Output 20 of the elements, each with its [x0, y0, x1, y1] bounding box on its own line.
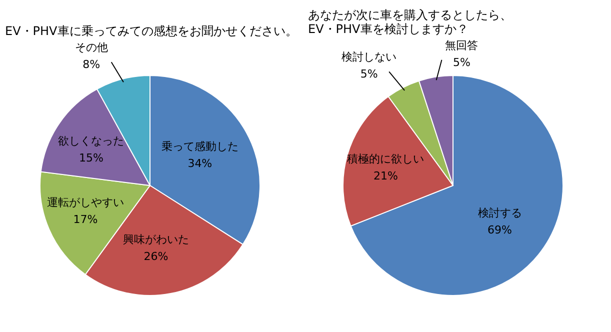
slice-label: 乗って感動した	[161, 140, 238, 153]
slice-label: 運転がしやすい	[46, 196, 124, 209]
slice-label: 欲しくなった	[58, 134, 124, 148]
slice-label: 検討しない	[342, 50, 397, 64]
data-label: 26%	[144, 250, 168, 264]
data-label: 5%	[453, 56, 470, 69]
data-label: 34%	[188, 156, 212, 170]
slice-label: 無回答	[445, 38, 478, 52]
slice-label: 積極的に欲しい	[347, 152, 424, 166]
data-label: 69%	[488, 223, 512, 236]
data-label: 15%	[79, 152, 104, 165]
data-label: 8%	[82, 58, 100, 72]
slice-label: その他	[74, 41, 108, 54]
slice-label: 興味がわいた	[122, 233, 189, 246]
chart-title: EV・PHV車に乗ってみての感想をお聞かせください。	[5, 24, 298, 38]
chart-title: あなたが次に車を購入するとしたら、 EV・PHV車を検討しますか？	[308, 8, 512, 36]
data-label: 5%	[360, 68, 378, 81]
slice-label: 検討する	[478, 206, 522, 220]
data-label: 21%	[374, 170, 398, 183]
data-label: 17%	[73, 212, 98, 226]
